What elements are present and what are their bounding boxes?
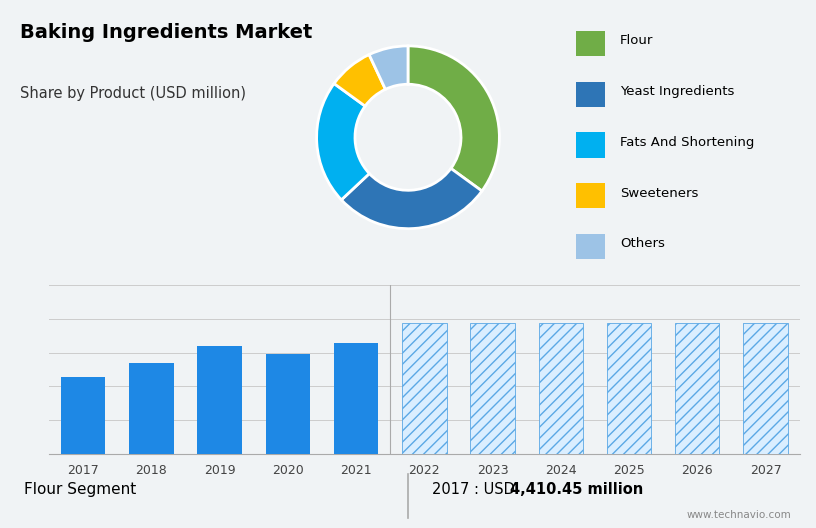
Wedge shape — [341, 168, 482, 229]
FancyBboxPatch shape — [576, 233, 605, 259]
Wedge shape — [369, 46, 408, 89]
Bar — [675, 323, 720, 528]
Bar — [470, 323, 515, 528]
Text: Others: Others — [620, 237, 665, 250]
FancyBboxPatch shape — [576, 132, 605, 157]
FancyBboxPatch shape — [576, 31, 605, 56]
Wedge shape — [334, 54, 385, 106]
Bar — [743, 323, 787, 528]
FancyBboxPatch shape — [576, 183, 605, 208]
Bar — [129, 363, 174, 528]
Text: www.technavio.com: www.technavio.com — [687, 511, 792, 521]
Bar — [334, 343, 379, 528]
Bar — [607, 323, 651, 528]
Bar — [539, 323, 583, 528]
Bar — [61, 377, 105, 528]
Text: Sweeteners: Sweeteners — [620, 186, 698, 200]
Text: Share by Product (USD million): Share by Product (USD million) — [20, 86, 246, 100]
Bar — [197, 346, 242, 528]
Bar — [402, 323, 446, 528]
Text: Flour Segment: Flour Segment — [24, 483, 137, 497]
Text: Flour: Flour — [620, 34, 654, 48]
Text: Fats And Shortening: Fats And Shortening — [620, 136, 755, 149]
Text: Yeast Ingredients: Yeast Ingredients — [620, 85, 734, 98]
Text: Baking Ingredients Market: Baking Ingredients Market — [20, 23, 313, 42]
Wedge shape — [317, 83, 370, 200]
Text: 2017 : USD: 2017 : USD — [432, 483, 520, 497]
FancyBboxPatch shape — [576, 81, 605, 107]
Text: 4,410.45 million: 4,410.45 million — [510, 483, 643, 497]
Bar — [266, 354, 310, 528]
Wedge shape — [408, 46, 499, 191]
